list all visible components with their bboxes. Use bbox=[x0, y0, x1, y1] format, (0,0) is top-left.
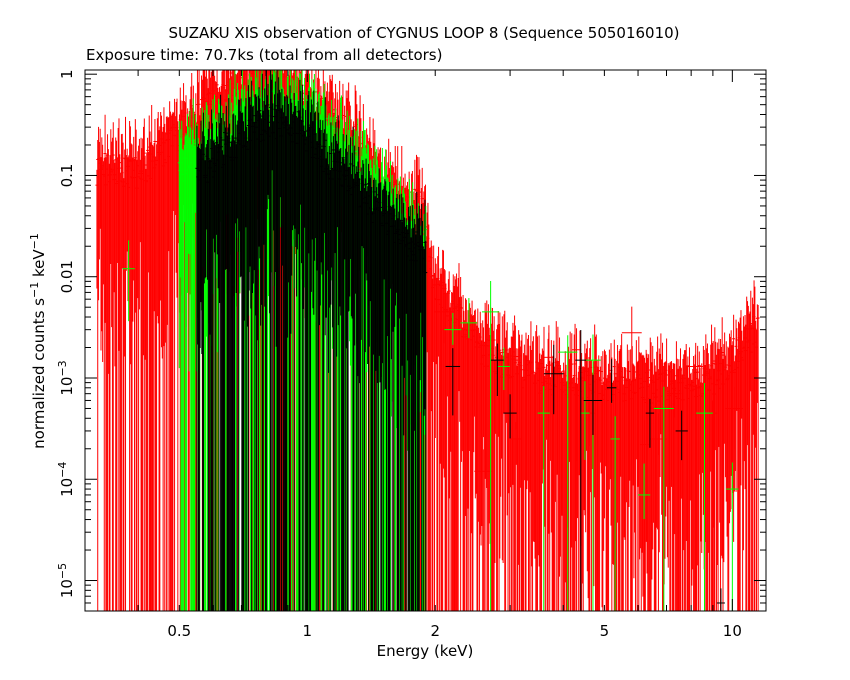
x-tick-label: 10 bbox=[723, 622, 742, 640]
y-axis-label-main: normalized counts s bbox=[30, 298, 48, 449]
y-tick-label: 10−4 bbox=[56, 462, 76, 497]
data-layer bbox=[95, 69, 760, 611]
y-axis-label-mid: keV bbox=[30, 249, 48, 282]
y-tick-label: 0.01 bbox=[58, 260, 76, 293]
y-tick-label: 10−5 bbox=[56, 563, 76, 598]
y-axis-label-sup1: −1 bbox=[28, 282, 41, 298]
x-tick-label: 5 bbox=[600, 622, 610, 640]
y-tick-label: 0.1 bbox=[58, 164, 76, 188]
y-tick-label: 10−3 bbox=[56, 360, 76, 395]
x-axis: 0.5 1 2 5 10 bbox=[84, 70, 742, 640]
chart-title: SUZAKU XIS observation of CYGNUS LOOP 8 … bbox=[168, 24, 679, 42]
x-tick-label: 1 bbox=[302, 622, 312, 640]
y-tick-label: 1 bbox=[58, 69, 76, 79]
x-tick-label: 2 bbox=[430, 622, 440, 640]
y-axis-label: normalized counts s−1 keV−1 bbox=[28, 233, 48, 449]
x-axis-label: Energy (keV) bbox=[377, 642, 474, 660]
plot-frame bbox=[84, 69, 767, 612]
x-tick-label: 0.5 bbox=[167, 622, 191, 640]
series-2 bbox=[195, 70, 725, 611]
chart-subtitle: Exposure time: 70.7ks (total from all de… bbox=[86, 46, 442, 64]
y-axis: 1 0.1 0.01 10−3 10−4 10−5 bbox=[56, 69, 766, 604]
y-axis-label-sup2: −1 bbox=[28, 233, 41, 249]
